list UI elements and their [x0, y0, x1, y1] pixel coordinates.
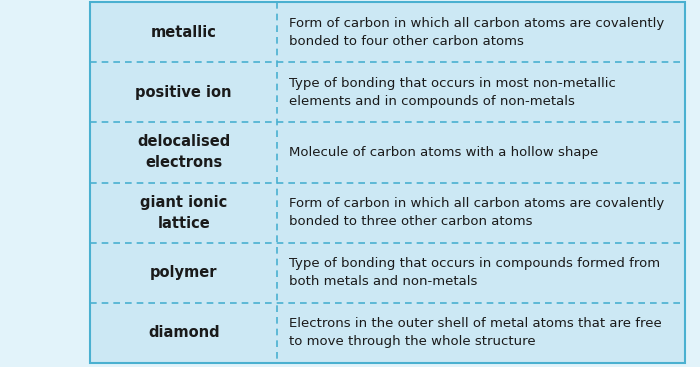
Bar — [90, 2, 685, 363]
Bar — [277, 2, 685, 62]
Text: positive ion: positive ion — [136, 85, 232, 100]
Bar — [90, 303, 277, 363]
Bar — [277, 62, 685, 122]
Text: Form of carbon in which all carbon atoms are covalently
bonded to four other car: Form of carbon in which all carbon atoms… — [289, 17, 665, 48]
Text: polymer: polymer — [150, 265, 218, 280]
Text: diamond: diamond — [148, 326, 220, 341]
Bar — [277, 243, 685, 303]
Text: Type of bonding that occurs in most non-metallic
elements and in compounds of no: Type of bonding that occurs in most non-… — [289, 77, 616, 108]
Bar — [90, 243, 277, 303]
Text: delocalised
electrons: delocalised electrons — [137, 134, 230, 170]
Bar — [277, 122, 685, 182]
Bar — [90, 2, 277, 62]
Bar — [90, 182, 277, 243]
Bar — [277, 303, 685, 363]
Bar — [90, 122, 277, 182]
Text: giant ionic
lattice: giant ionic lattice — [140, 195, 228, 230]
Text: Type of bonding that occurs in compounds formed from
both metals and non-metals: Type of bonding that occurs in compounds… — [289, 257, 661, 288]
Text: Form of carbon in which all carbon atoms are covalently
bonded to three other ca: Form of carbon in which all carbon atoms… — [289, 197, 665, 228]
Text: Electrons in the outer shell of metal atoms that are free
to move through the wh: Electrons in the outer shell of metal at… — [289, 317, 662, 348]
Bar — [90, 62, 277, 122]
Text: Molecule of carbon atoms with a hollow shape: Molecule of carbon atoms with a hollow s… — [289, 146, 598, 159]
Bar — [277, 182, 685, 243]
Text: metallic: metallic — [150, 25, 217, 40]
